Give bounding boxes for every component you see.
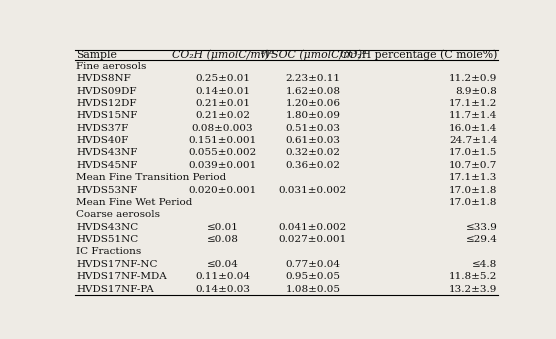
- Text: Mean Fine Wet Period: Mean Fine Wet Period: [76, 198, 193, 207]
- Text: 11.7±1.4: 11.7±1.4: [449, 112, 498, 120]
- Text: 11.8±5.2: 11.8±5.2: [449, 272, 498, 281]
- Text: IC Fractions: IC Fractions: [76, 247, 142, 256]
- Text: ≤29.4: ≤29.4: [465, 235, 498, 244]
- Text: 17.0±1.8: 17.0±1.8: [449, 198, 498, 207]
- Text: 17.0±1.5: 17.0±1.5: [449, 148, 498, 158]
- Text: 0.95±0.05: 0.95±0.05: [285, 272, 340, 281]
- Text: Coarse aerosols: Coarse aerosols: [76, 210, 160, 219]
- Text: HVDS8NF: HVDS8NF: [76, 74, 131, 83]
- Text: 0.11±0.04: 0.11±0.04: [195, 272, 250, 281]
- Text: Fine aerosols: Fine aerosols: [76, 62, 147, 71]
- Text: 13.2±3.9: 13.2±3.9: [449, 284, 498, 294]
- Text: 10.7±0.7: 10.7±0.7: [449, 161, 498, 170]
- Text: 0.039±0.001: 0.039±0.001: [188, 161, 257, 170]
- Text: HVDS17NF-NC: HVDS17NF-NC: [76, 260, 158, 269]
- Text: 2.23±0.11: 2.23±0.11: [285, 74, 340, 83]
- Text: 0.14±0.03: 0.14±0.03: [195, 284, 250, 294]
- Text: 0.25±0.01: 0.25±0.01: [195, 74, 250, 83]
- Text: HVDS15NF: HVDS15NF: [76, 112, 138, 120]
- Text: CO₂H (μmolC/m³)ᵃ: CO₂H (μmolC/m³)ᵃ: [172, 50, 273, 60]
- Text: 17.1±1.2: 17.1±1.2: [449, 99, 498, 108]
- Text: HVDS53NF: HVDS53NF: [76, 185, 138, 195]
- Text: HVDS09DF: HVDS09DF: [76, 87, 137, 96]
- Text: Mean Fine Transition Period: Mean Fine Transition Period: [76, 173, 227, 182]
- Text: 0.151±0.001: 0.151±0.001: [188, 136, 257, 145]
- Text: 1.80±0.09: 1.80±0.09: [285, 112, 340, 120]
- Text: HVDS12DF: HVDS12DF: [76, 99, 137, 108]
- Text: HVDS40F: HVDS40F: [76, 136, 128, 145]
- Text: HVDS43NC: HVDS43NC: [76, 223, 138, 232]
- Text: 0.61±0.03: 0.61±0.03: [285, 136, 340, 145]
- Text: 17.1±1.3: 17.1±1.3: [449, 173, 498, 182]
- Text: Sample: Sample: [76, 50, 117, 60]
- Text: 0.020±0.001: 0.020±0.001: [188, 185, 257, 195]
- Text: 0.041±0.002: 0.041±0.002: [279, 223, 347, 232]
- Text: HVDS43NF: HVDS43NF: [76, 148, 138, 158]
- Text: 8.9±0.8: 8.9±0.8: [455, 87, 498, 96]
- Text: ≤4.8: ≤4.8: [472, 260, 498, 269]
- Text: ≤0.08: ≤0.08: [206, 235, 239, 244]
- Text: WSOC (μmolC/m³)ᵇ: WSOC (μmolC/m³)ᵇ: [260, 50, 366, 60]
- Text: ≤0.04: ≤0.04: [206, 260, 239, 269]
- Text: ≤0.01: ≤0.01: [206, 223, 239, 232]
- Text: 0.08±0.003: 0.08±0.003: [192, 124, 254, 133]
- Text: 17.0±1.8: 17.0±1.8: [449, 185, 498, 195]
- Text: 0.51±0.03: 0.51±0.03: [285, 124, 340, 133]
- Text: CO₂H percentage (C mole%): CO₂H percentage (C mole%): [340, 50, 498, 60]
- Text: 0.77±0.04: 0.77±0.04: [285, 260, 340, 269]
- Text: 0.36±0.02: 0.36±0.02: [285, 161, 340, 170]
- Text: 0.055±0.002: 0.055±0.002: [188, 148, 257, 158]
- Text: 11.2±0.9: 11.2±0.9: [449, 74, 498, 83]
- Text: 0.027±0.001: 0.027±0.001: [279, 235, 347, 244]
- Text: 1.08±0.05: 1.08±0.05: [285, 284, 340, 294]
- Text: 0.32±0.02: 0.32±0.02: [285, 148, 340, 158]
- Text: 1.20±0.06: 1.20±0.06: [285, 99, 340, 108]
- Text: ≤33.9: ≤33.9: [465, 223, 498, 232]
- Text: HVDS51NC: HVDS51NC: [76, 235, 138, 244]
- Text: 0.21±0.01: 0.21±0.01: [195, 99, 250, 108]
- Text: HVDS17NF-PA: HVDS17NF-PA: [76, 284, 154, 294]
- Text: 1.62±0.08: 1.62±0.08: [285, 87, 340, 96]
- Text: HVDS17NF-MDA: HVDS17NF-MDA: [76, 272, 167, 281]
- Text: 0.031±0.002: 0.031±0.002: [279, 185, 347, 195]
- Text: 16.0±1.4: 16.0±1.4: [449, 124, 498, 133]
- Text: HVDS45NF: HVDS45NF: [76, 161, 138, 170]
- Text: 24.7±1.4: 24.7±1.4: [449, 136, 498, 145]
- Text: 0.21±0.02: 0.21±0.02: [195, 112, 250, 120]
- Text: 0.14±0.01: 0.14±0.01: [195, 87, 250, 96]
- Text: HVDS37F: HVDS37F: [76, 124, 128, 133]
